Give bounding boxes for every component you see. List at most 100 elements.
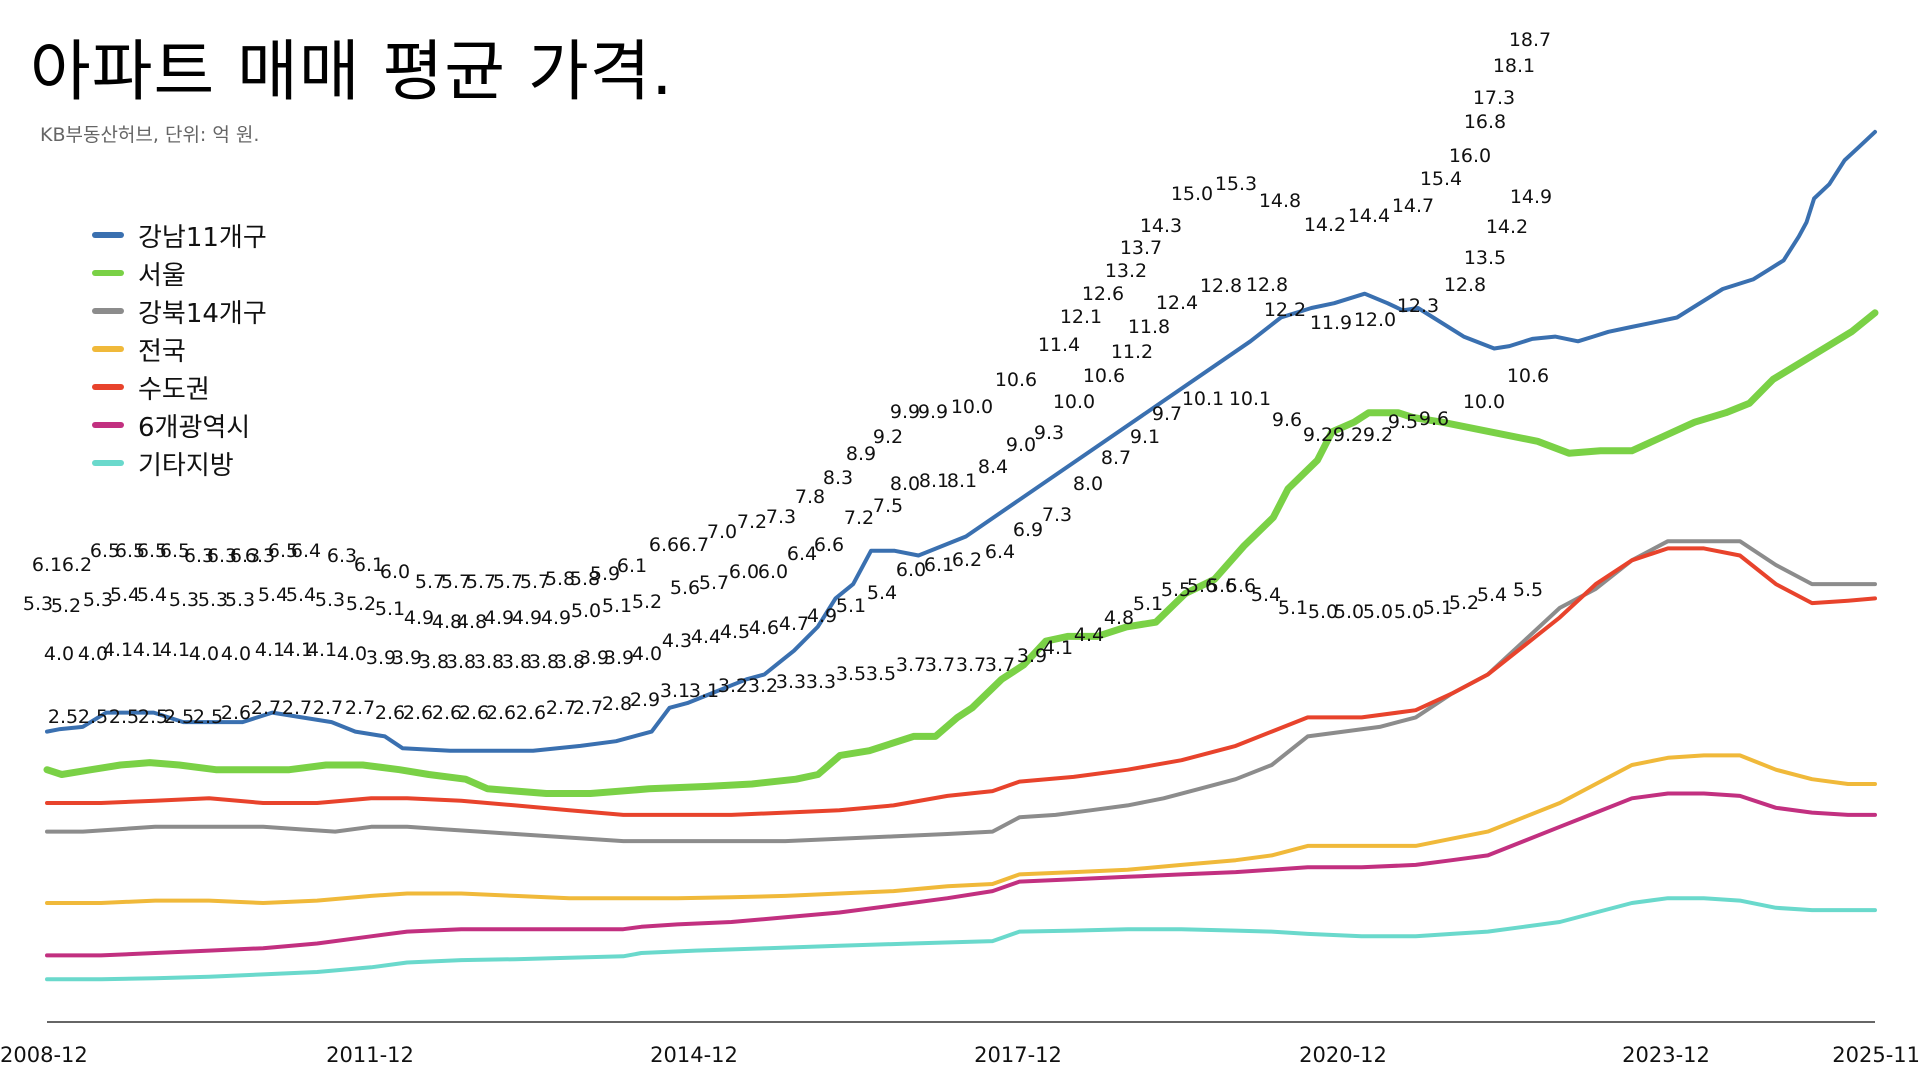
- data-label: 6.9: [1013, 519, 1043, 541]
- data-label: 2.7: [251, 697, 281, 719]
- data-label: 5.3: [169, 589, 199, 611]
- x-tick-label: 2025-11: [1832, 1043, 1920, 1067]
- data-label: 4.1: [307, 639, 337, 661]
- data-label: 3.9: [1017, 645, 1047, 667]
- data-label: 3.8: [555, 651, 585, 673]
- data-label: 6.6: [814, 534, 844, 556]
- data-label: 3.5: [836, 663, 866, 685]
- series-line: [45, 753, 1877, 905]
- data-label: 4.1: [160, 639, 190, 661]
- data-label: 6.0: [758, 561, 788, 583]
- data-label: 13.7: [1120, 237, 1162, 259]
- data-label: 9.2: [1363, 424, 1393, 446]
- data-label: 9.5: [1388, 411, 1418, 433]
- legend-label: 서울: [138, 260, 186, 291]
- legend-swatch: [92, 346, 124, 352]
- data-label: 4.5: [720, 621, 750, 643]
- data-label: 8.7: [1101, 447, 1131, 469]
- x-tick-label: 2014-12: [650, 1043, 738, 1067]
- data-label: 3.7: [985, 654, 1015, 676]
- data-label: 16.8: [1464, 111, 1506, 133]
- legend-item-capital: 수도권: [92, 368, 267, 406]
- data-label: 9.2: [1303, 424, 1333, 446]
- x-tick-label: 2008-12: [0, 1043, 88, 1067]
- data-label: 2.6: [432, 702, 462, 724]
- data-label: 15.4: [1420, 168, 1462, 190]
- data-label: 10.6: [995, 369, 1037, 391]
- data-label: 10.1: [1229, 388, 1271, 410]
- data-label: 9.9: [918, 401, 948, 423]
- data-label: 9.2: [873, 426, 903, 448]
- data-label: 3.8: [529, 651, 559, 673]
- data-label: 5.1: [1133, 593, 1163, 615]
- data-label: 5.1: [1278, 597, 1308, 619]
- data-label: 6.3: [327, 545, 357, 567]
- data-label: 3.9: [579, 647, 609, 669]
- data-label: 5.7: [441, 571, 471, 593]
- series-line: [45, 129, 1877, 753]
- data-label: 5.4: [258, 584, 288, 606]
- data-label: 5.6: [1226, 575, 1256, 597]
- data-label: 4.1: [133, 639, 163, 661]
- data-label: 8.4: [978, 456, 1008, 478]
- data-label: 9.6: [1419, 408, 1449, 430]
- data-label: 4.1: [1043, 637, 1073, 659]
- data-label: 14.2: [1304, 214, 1346, 236]
- data-label: 5.7: [520, 571, 550, 593]
- data-label: 5.4: [867, 582, 897, 604]
- data-label: 9.7: [1152, 403, 1182, 425]
- data-label: 5.7: [699, 572, 729, 594]
- data-label: 6.3: [184, 545, 214, 567]
- data-label: 15.0: [1171, 183, 1213, 205]
- data-label: 15.3: [1215, 173, 1257, 195]
- data-label: 7.3: [1042, 504, 1072, 526]
- data-label: 6.3: [207, 545, 237, 567]
- data-label: 8.0: [1073, 473, 1103, 495]
- data-label: 10.6: [1507, 365, 1549, 387]
- legend-swatch: [92, 232, 124, 238]
- data-label: 12.2: [1264, 299, 1306, 321]
- data-label: 10.0: [1053, 391, 1095, 413]
- data-label: 12.8: [1200, 275, 1242, 297]
- data-label: 8.1: [947, 470, 977, 492]
- data-label: 2.5: [138, 706, 168, 728]
- data-label: 7.5: [873, 495, 903, 517]
- data-label: 2.7: [282, 697, 312, 719]
- data-label: 12.1: [1060, 306, 1102, 328]
- data-label: 8.9: [846, 443, 876, 465]
- data-label: 7.8: [795, 486, 825, 508]
- data-label: 3.8: [419, 651, 449, 673]
- legend-label: 수도권: [138, 374, 210, 405]
- data-label: 4.0: [632, 643, 662, 665]
- chart-subtitle: KB부동산허브, 단위: 억 원.: [40, 124, 260, 146]
- data-label: 4.8: [432, 611, 462, 633]
- data-label: 5.3: [23, 593, 53, 615]
- data-label: 4.9: [404, 607, 434, 629]
- chart-title: 아파트 매매 평균 가격.: [30, 33, 674, 110]
- data-label: 4.9: [484, 607, 514, 629]
- data-label: 6.4: [291, 540, 321, 562]
- data-label: 5.5: [1513, 579, 1543, 601]
- x-tick-label: 2011-12: [326, 1043, 414, 1067]
- data-label: 2.6: [375, 702, 405, 724]
- data-label: 2.7: [573, 697, 603, 719]
- data-label: 5.3: [315, 589, 345, 611]
- x-tick-label: 2017-12: [974, 1043, 1062, 1067]
- legend-label: 강남11개구: [138, 222, 267, 253]
- data-label: 3.5: [866, 663, 896, 685]
- data-label: 6.0: [896, 559, 926, 581]
- data-label: 5.0: [1394, 601, 1424, 623]
- data-label: 5.1: [1423, 597, 1453, 619]
- data-label: 8.0: [890, 473, 920, 495]
- data-label: 4.8: [457, 611, 487, 633]
- data-label: 12.6: [1082, 283, 1124, 305]
- data-label: 6.4: [985, 541, 1015, 563]
- data-label: 13.2: [1105, 260, 1147, 282]
- data-label: 9.2: [1333, 424, 1363, 446]
- data-label: 14.9: [1510, 186, 1552, 208]
- data-label: 5.0: [1334, 601, 1364, 623]
- series-line: [45, 546, 1877, 817]
- data-label: 5.0: [1308, 601, 1338, 623]
- data-label: 18.7: [1509, 29, 1551, 51]
- data-label: 5.6: [1207, 575, 1237, 597]
